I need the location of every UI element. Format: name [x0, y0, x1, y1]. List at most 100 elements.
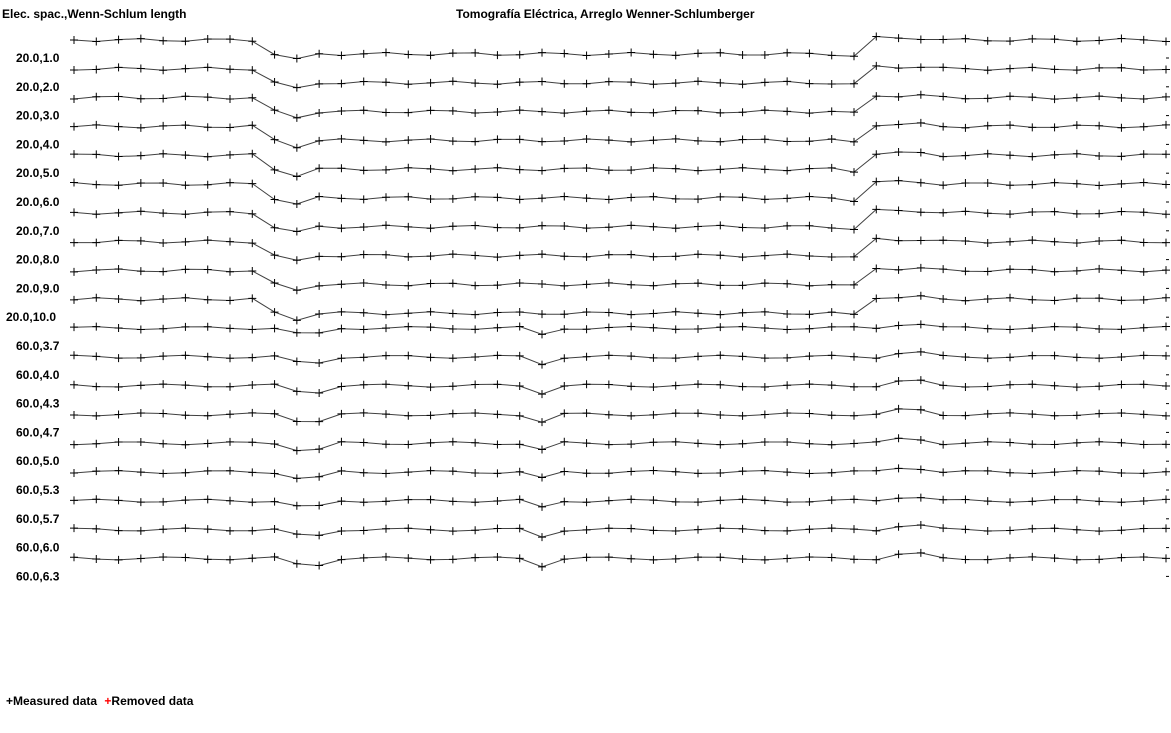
data-point [1072, 438, 1081, 447]
data-point [181, 411, 190, 420]
data-point [694, 439, 702, 448]
data-point [114, 354, 123, 363]
data-point [1050, 123, 1059, 132]
data-point [1050, 322, 1059, 331]
data-point [627, 78, 636, 87]
data-point [248, 93, 257, 102]
data-point [270, 165, 279, 174]
data-point [850, 79, 858, 88]
data-point [1050, 411, 1059, 420]
data-point [448, 437, 457, 446]
series-line [73, 437, 1167, 452]
data-point [1050, 381, 1059, 390]
data-point [916, 263, 925, 272]
data-point [1050, 468, 1059, 477]
data-point [850, 352, 858, 361]
data-point [426, 307, 435, 316]
data-point [181, 553, 190, 562]
data-point [538, 502, 546, 511]
data-point [292, 474, 301, 483]
row-label: 20.0,10.0 [6, 310, 56, 324]
data-point [627, 193, 636, 202]
data-point [515, 251, 524, 260]
data-point [716, 323, 725, 332]
data-point [783, 554, 792, 563]
data-point [1139, 351, 1148, 360]
data-point [916, 35, 925, 44]
data-point [939, 236, 948, 245]
data-point [783, 498, 792, 507]
data-point [1006, 210, 1014, 219]
data-point [292, 83, 301, 92]
data-point [248, 438, 257, 447]
data-point [1072, 93, 1081, 102]
data-point [1117, 93, 1126, 102]
data-point [827, 411, 836, 420]
legend-removed-label: Removed data [111, 694, 194, 708]
data-point [627, 440, 636, 449]
chart-title: Tomografía Eléctrica, Arreglo Wenner-Sch… [456, 7, 755, 21]
data-point [292, 316, 301, 325]
data-point [1006, 181, 1014, 190]
data-point [649, 323, 658, 332]
data-point [961, 495, 970, 504]
data-point [694, 309, 702, 318]
data-point [916, 548, 925, 557]
data-point [226, 150, 234, 159]
data-point [538, 221, 546, 230]
data-point [203, 152, 212, 161]
data-point [783, 526, 792, 535]
data-point [1028, 324, 1037, 333]
data-point [515, 524, 524, 533]
data-point [939, 35, 948, 44]
data-point [1050, 495, 1059, 504]
data-point [916, 520, 925, 529]
data-point [203, 63, 212, 72]
data-point [226, 123, 234, 132]
data-point [850, 495, 858, 504]
data-point [270, 223, 279, 232]
data-point [649, 353, 658, 362]
data-point [604, 308, 613, 317]
data-point [939, 524, 948, 533]
data-point [1028, 208, 1037, 217]
data-point [70, 150, 78, 159]
data-point [1162, 180, 1170, 189]
data-point [627, 250, 636, 259]
data-point [582, 164, 591, 173]
data-point [649, 192, 658, 201]
data-point [1139, 497, 1148, 506]
data-point [783, 250, 792, 259]
data-point [961, 382, 970, 391]
data-point [359, 223, 368, 232]
data-point [538, 107, 546, 116]
data-point [805, 469, 814, 478]
data-point [70, 178, 78, 187]
data-point [159, 94, 168, 103]
data-point [627, 411, 636, 420]
data-point [1162, 351, 1170, 360]
data-point [827, 79, 836, 88]
data-point [1072, 266, 1081, 275]
legend-measured-symbol: + [6, 694, 14, 708]
data-point [783, 353, 792, 362]
series-line [73, 208, 1167, 233]
data-point [70, 238, 78, 247]
data-point [939, 122, 948, 131]
data-point [760, 466, 769, 475]
data-point [894, 434, 903, 443]
series-line [73, 467, 1167, 479]
row-label: 20.0,1.0 [16, 51, 60, 65]
data-point [248, 266, 257, 275]
data-point [1117, 34, 1126, 43]
data-point [1162, 210, 1170, 219]
data-point [939, 295, 948, 304]
data-point [1028, 552, 1037, 561]
data-point [894, 293, 903, 302]
data-point [983, 121, 992, 130]
y-axis-title: Elec. spac.,Wenn-Schlum length [2, 7, 187, 21]
data-point [738, 253, 747, 262]
data-point [448, 77, 457, 86]
data-point [203, 208, 212, 217]
data-point [560, 49, 569, 58]
